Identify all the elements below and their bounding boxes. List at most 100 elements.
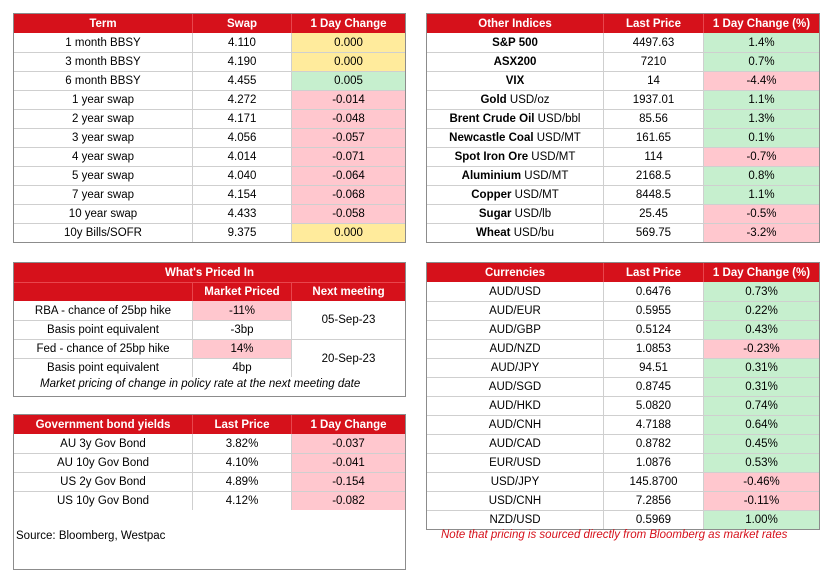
term-cell: 10y Bills/SOFR (64, 227, 142, 239)
header-index-name: Other Indices (478, 17, 552, 30)
currency-row: AUD/SGD 0.8745 0.31% (427, 377, 819, 396)
bond-row: AU 10y Gov Bond 4.10% -0.041 (14, 453, 405, 472)
indices-header: Other Indices Last Price 1 Day Change (%… (427, 14, 819, 33)
index-change: 1.1% (703, 186, 819, 204)
bond-name: US 10y Gov Bond (56, 495, 150, 507)
currency-change: 0.22% (703, 302, 819, 320)
currency-pair: AUD/HKD (489, 400, 541, 412)
index-name-cell: Sugar USD/lb (427, 205, 603, 223)
header-bond-name: Government bond yields (35, 418, 171, 431)
index-row: Gold USD/oz 1937.01 1.1% (427, 90, 819, 109)
index-price: 25.45 (603, 205, 703, 223)
currency-change: -0.23% (703, 340, 819, 358)
currency-pair: USD/CNH (488, 495, 542, 507)
priced-note: Market pricing of change in policy rate … (40, 378, 361, 390)
index-price: 1937.01 (603, 91, 703, 109)
index-row: Newcastle Coal USD/MT 161.65 0.1% (427, 128, 819, 147)
currency-pair: AUD/SGD (488, 381, 542, 393)
index-row: VIX 14 -4.4% (427, 71, 819, 90)
currency-price: 0.8782 (603, 435, 703, 453)
index-name-cell: VIX (427, 72, 603, 90)
rates-row: 3 year swap 4.056 -0.057 (14, 128, 405, 147)
term-cell: 1 month BBSY (65, 36, 141, 49)
index-change: -3.2% (703, 224, 819, 242)
priced-header: Market Priced Next meeting (14, 282, 405, 301)
header-swap: Swap (192, 14, 291, 33)
index-unit: USD/bu (510, 227, 554, 239)
index-price: 85.56 (603, 110, 703, 128)
index-price: 7210 (603, 53, 703, 71)
index-name-cell: ASX200 (427, 53, 603, 71)
header-bond-change: 1 Day Change (291, 415, 405, 434)
index-unit: USD/bbl (534, 113, 581, 125)
index-row: Copper USD/MT 8448.5 1.1% (427, 185, 819, 204)
bond-change: -0.037 (291, 434, 405, 453)
currency-row: EUR/USD 1.0876 0.53% (427, 453, 819, 472)
index-name-cell: Newcastle Coal USD/MT (427, 129, 603, 147)
bonds-table: Government bond yields Last Price 1 Day … (13, 414, 406, 570)
currency-row: USD/JPY 145.8700 -0.46% (427, 472, 819, 491)
currency-pair: AUD/USD (489, 285, 541, 298)
currency-row: AUD/CNH 4.7188 0.64% (427, 415, 819, 434)
term-cell: 3 month BBSY (65, 56, 141, 68)
swap-cell: 4.040 (192, 167, 291, 185)
index-row: S&P 500 4497.63 1.4% (427, 33, 819, 52)
index-change: -0.7% (703, 148, 819, 166)
index-name-cell: Copper USD/MT (427, 186, 603, 204)
currency-price: 4.7188 (603, 416, 703, 434)
header-pair-price: Last Price (603, 263, 703, 282)
bond-row: AU 3y Gov Bond 3.82% -0.037 (14, 434, 405, 453)
bond-name: AU 10y Gov Bond (56, 457, 150, 469)
change-cell: -0.048 (291, 110, 405, 128)
change-cell: 0.005 (291, 72, 405, 90)
swap-cell: 4.433 (192, 205, 291, 223)
index-change: 1.3% (703, 110, 819, 128)
currency-pair: AUD/NZD (489, 343, 541, 355)
currency-change: 0.73% (703, 282, 819, 301)
index-price: 4497.63 (603, 33, 703, 52)
index-change: 0.7% (703, 53, 819, 71)
currency-row: AUD/HKD 5.0820 0.74% (427, 396, 819, 415)
bond-price: 4.10% (192, 454, 291, 472)
currency-price: 5.0820 (603, 397, 703, 415)
index-name-cell: Brent Crude Oil USD/bbl (427, 110, 603, 128)
currencies-header: Currencies Last Price 1 Day Change (%) (427, 263, 819, 282)
bond-name: US 2y Gov Bond (60, 476, 146, 488)
next-meeting-date: 20-Sep-23 (291, 339, 405, 377)
currency-price: 7.2856 (603, 492, 703, 510)
change-cell: -0.057 (291, 129, 405, 147)
term-cell: 6 month BBSY (65, 75, 141, 87)
currency-pair: AUD/CAD (489, 438, 541, 450)
currency-price: 0.5955 (603, 302, 703, 320)
currency-pair: NZD/USD (489, 514, 541, 526)
bond-change: -0.154 (291, 473, 405, 491)
index-name-cell: Spot Iron Ore USD/MT (427, 148, 603, 166)
index-change: 1.1% (703, 91, 819, 109)
bond-price: 4.12% (192, 492, 291, 510)
priced-value: -11% (192, 301, 291, 320)
currency-row: AUD/EUR 0.5955 0.22% (427, 301, 819, 320)
index-price: 161.65 (603, 129, 703, 147)
rates-row: 1 year swap 4.272 -0.014 (14, 90, 405, 109)
currency-pair: EUR/USD (489, 457, 541, 469)
index-name-cell: Aluminium USD/MT (427, 167, 603, 185)
index-row: ASX200 7210 0.7% (427, 52, 819, 71)
term-cell: 7 year swap (71, 189, 134, 201)
index-price: 14 (603, 72, 703, 90)
index-price: 8448.5 (603, 186, 703, 204)
index-name: Aluminium (461, 170, 522, 182)
swap-cell: 4.056 (192, 129, 291, 147)
index-row: Wheat USD/bu 569.75 -3.2% (427, 223, 819, 242)
rates-header: Term Swap 1 Day Change (14, 14, 405, 33)
header-term: Term (89, 17, 117, 30)
currency-row: NZD/USD 0.5969 1.00% (427, 510, 819, 529)
currency-pair: AUD/CNH (488, 419, 542, 431)
priced-label: Fed - chance of 25bp hike (36, 343, 170, 355)
index-change: -4.4% (703, 72, 819, 90)
index-row: Spot Iron Ore USD/MT 114 -0.7% (427, 147, 819, 166)
bond-row: US 10y Gov Bond 4.12% -0.082 (14, 491, 405, 510)
swap-cell: 9.375 (192, 224, 291, 242)
index-name: Wheat (476, 227, 511, 239)
index-name: Newcastle Coal (449, 132, 534, 144)
priced-in-table: What's Priced In Market Priced Next meet… (13, 262, 406, 397)
